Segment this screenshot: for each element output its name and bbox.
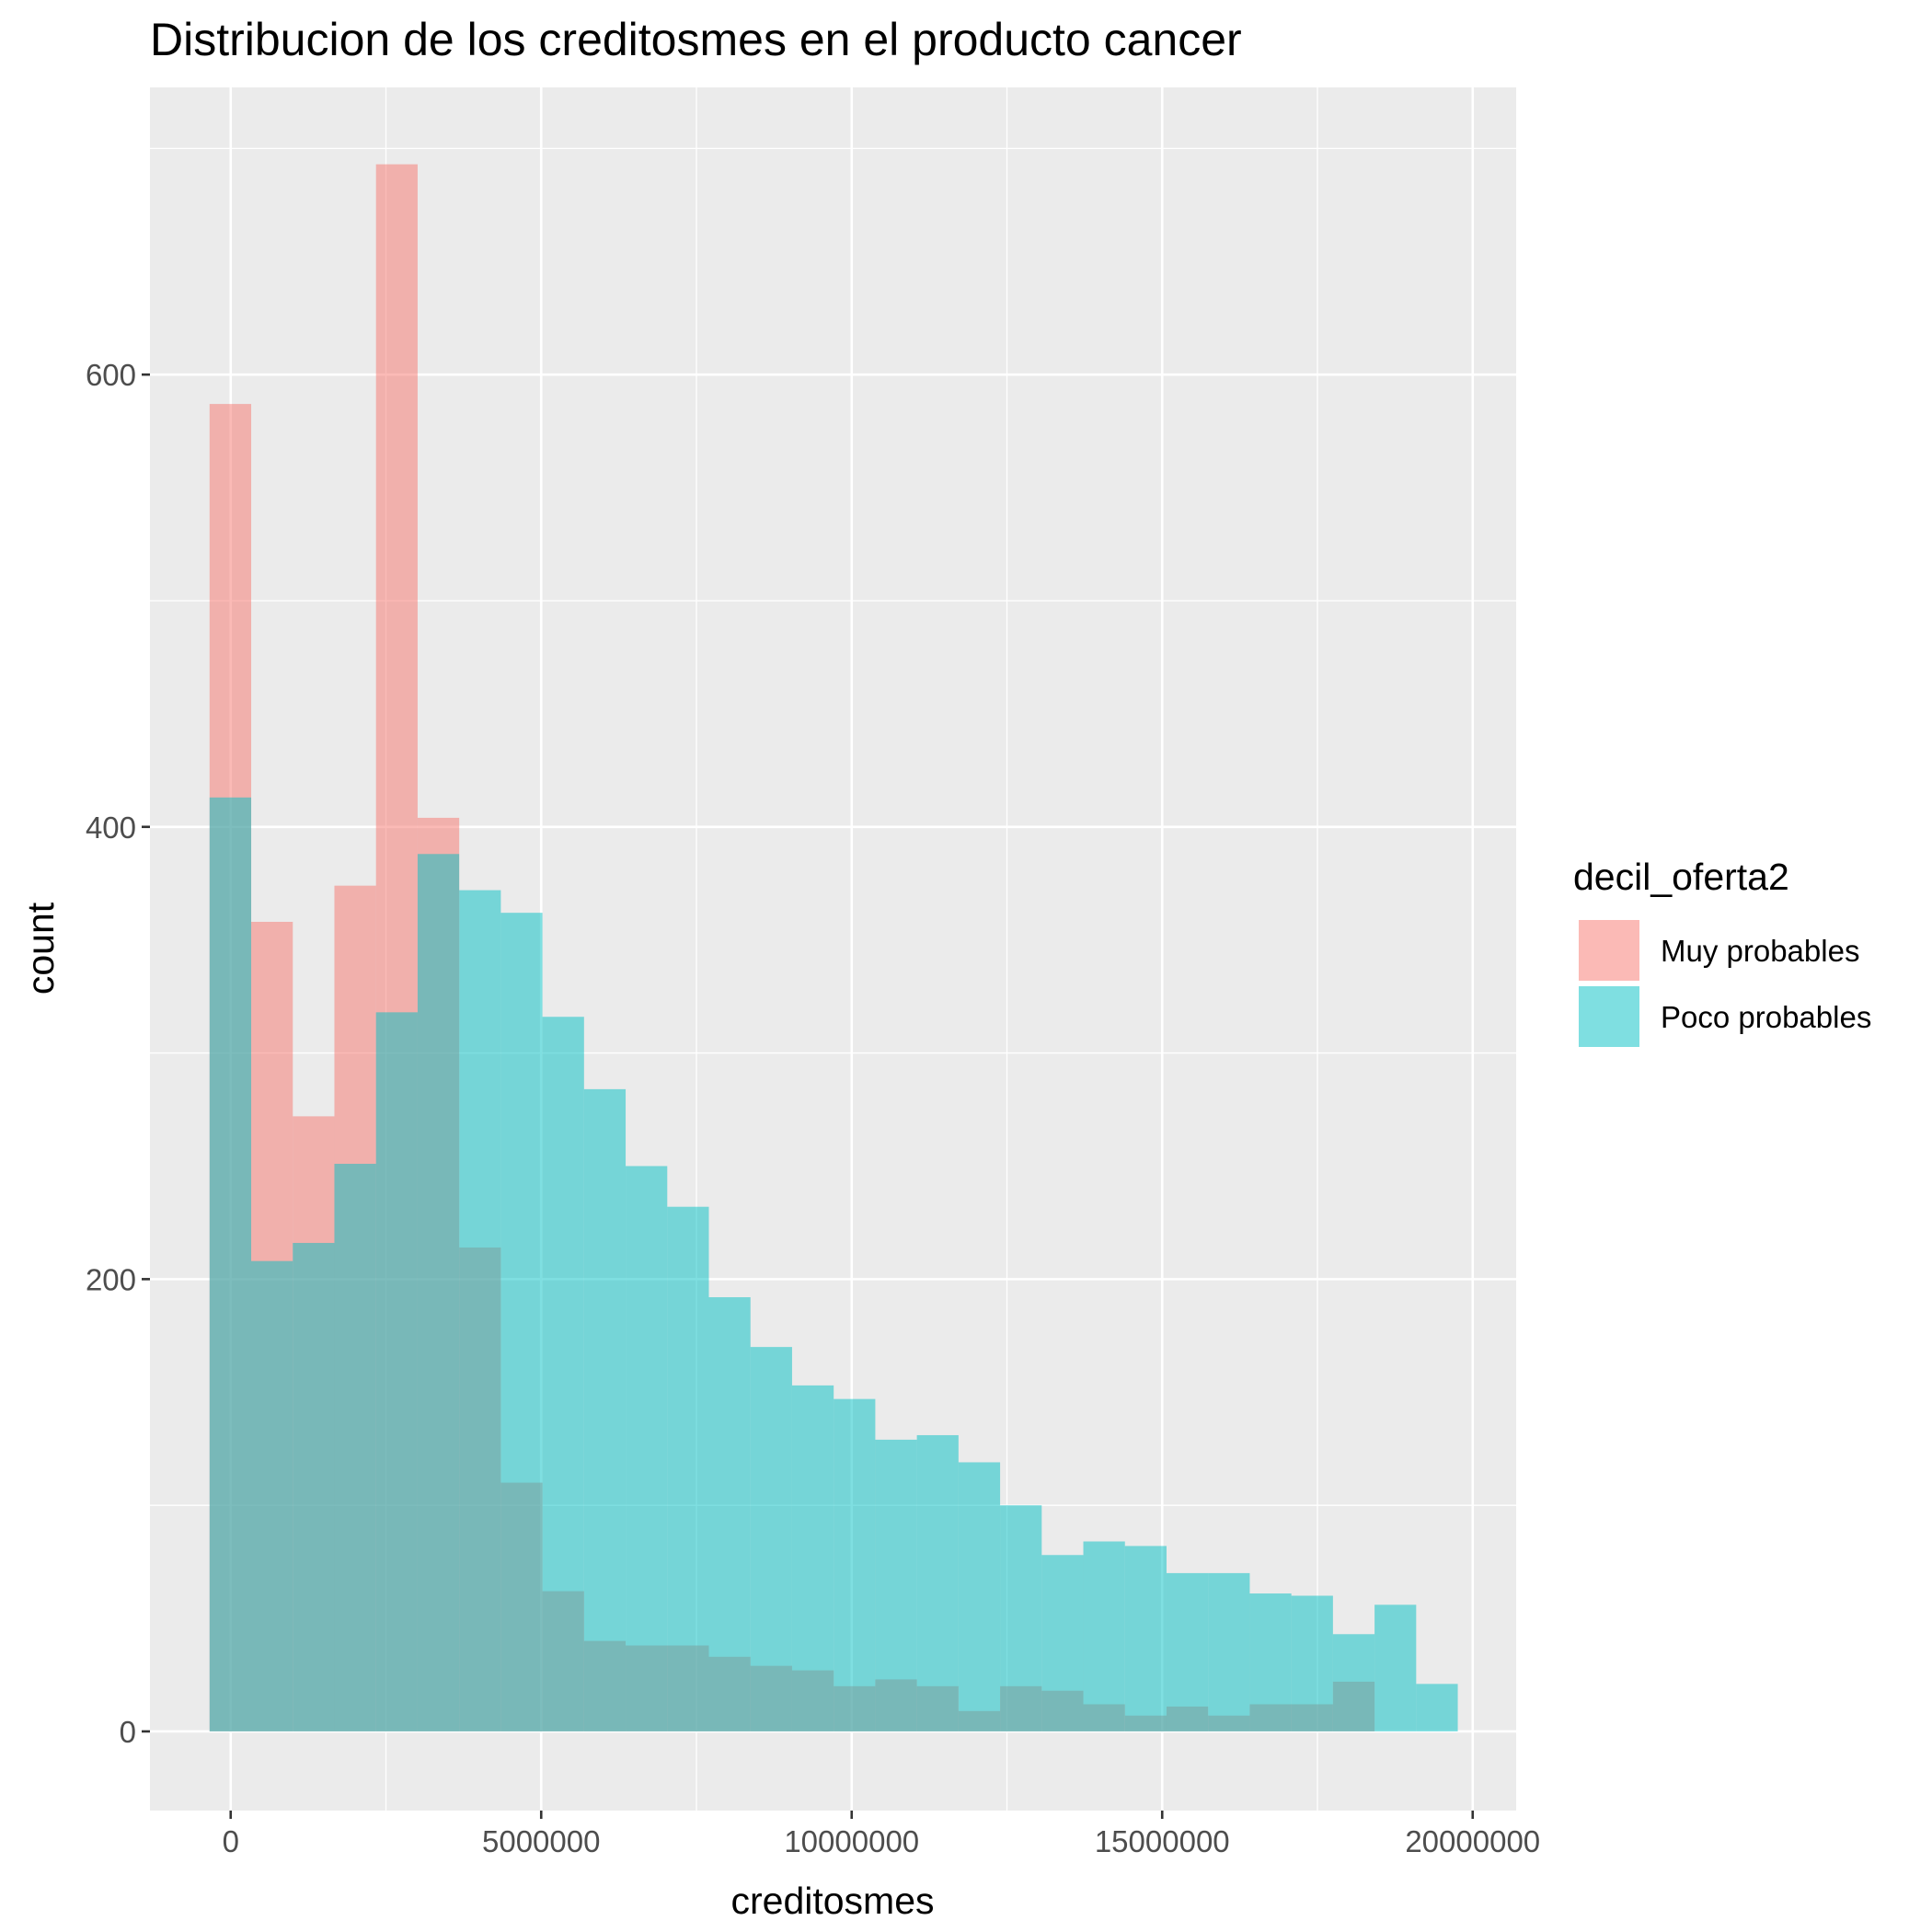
bar-poco-probables: [543, 1017, 584, 1731]
bar-poco-probables: [959, 1462, 1000, 1731]
x-axis: 0 5000000 10000000 15000000 20000000: [223, 1811, 1541, 1858]
bar-poco-probables: [626, 1166, 667, 1731]
bar-poco-probables: [1374, 1604, 1416, 1731]
x-tick-label: 10000000: [784, 1824, 919, 1858]
x-tick-label: 0: [223, 1824, 239, 1858]
x-tick-label: 5000000: [482, 1824, 600, 1858]
bar-poco-probables: [1292, 1595, 1333, 1731]
bar-poco-probables: [210, 798, 251, 1731]
y-tick-label: 200: [86, 1262, 136, 1296]
bar-poco-probables: [251, 1261, 293, 1731]
bar-poco-probables: [418, 854, 459, 1731]
bar-poco-probables: [459, 891, 500, 1731]
bar-poco-probables: [293, 1243, 334, 1731]
bar-poco-probables: [334, 1164, 375, 1731]
x-axis-title: creditosmes: [730, 1880, 934, 1922]
bar-poco-probables: [1208, 1573, 1249, 1731]
bar-poco-probables: [500, 913, 542, 1731]
bar-poco-probables: [1167, 1573, 1208, 1731]
legend: decil_oferta2 Muy probables Poco probabl…: [1573, 856, 1871, 1047]
bar-poco-probables: [917, 1435, 959, 1731]
legend-label-muy-probables: Muy probables: [1661, 934, 1859, 968]
y-axis-title: count: [19, 902, 62, 995]
bar-poco-probables: [834, 1399, 875, 1731]
y-tick-label: 0: [120, 1715, 136, 1749]
bar-poco-probables: [584, 1089, 626, 1731]
bar-poco-probables: [751, 1347, 792, 1731]
bar-poco-probables: [1084, 1541, 1125, 1731]
bar-poco-probables: [1333, 1634, 1374, 1731]
bar-poco-probables: [667, 1207, 708, 1731]
bar-poco-probables: [1000, 1505, 1041, 1731]
x-tick-label: 20000000: [1405, 1824, 1540, 1858]
bar-poco-probables: [1249, 1593, 1291, 1731]
bar-poco-probables: [1125, 1546, 1167, 1731]
bar-poco-probables: [1416, 1684, 1457, 1731]
bar-poco-probables: [1041, 1555, 1083, 1731]
bar-poco-probables: [792, 1386, 834, 1731]
chart-title: Distribucion de los creditosmes en el pr…: [150, 14, 1242, 65]
legend-key-muy-probables: [1579, 920, 1639, 981]
y-axis: 0 200 400 600: [86, 358, 150, 1749]
bar-poco-probables: [875, 1440, 916, 1731]
bar-poco-probables: [376, 1012, 418, 1731]
y-tick-label: 600: [86, 358, 136, 392]
y-tick-label: 400: [86, 811, 136, 845]
legend-label-poco-probables: Poco probables: [1661, 1000, 1871, 1034]
x-tick-label: 15000000: [1095, 1824, 1230, 1858]
legend-title: decil_oferta2: [1573, 856, 1789, 898]
bar-poco-probables: [709, 1297, 751, 1731]
legend-key-poco-probables: [1579, 986, 1639, 1047]
